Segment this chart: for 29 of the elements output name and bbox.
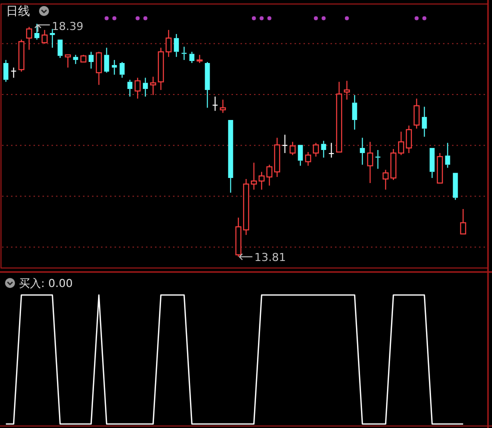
- candlestick: [189, 51, 194, 64]
- candlestick: [360, 137, 365, 166]
- candlestick: [50, 28, 55, 48]
- annotation: 18.39: [52, 20, 84, 33]
- candlestick: [120, 61, 125, 78]
- candlestick: [104, 47, 110, 74]
- candlestick: [367, 141, 374, 184]
- candlestick: [445, 142, 450, 168]
- candlestick: [352, 94, 358, 130]
- chart-title: 日线: [6, 4, 30, 18]
- candlestick: [321, 140, 326, 158]
- candlestick: [344, 80, 350, 100]
- candlestick: [204, 61, 210, 108]
- candlestick: [73, 54, 78, 65]
- candlestick: [182, 46, 187, 60]
- candlestick: [174, 34, 179, 58]
- candlestick: [34, 23, 40, 40]
- candlestick: [3, 59, 8, 82]
- candlestick: [127, 79, 132, 98]
- candlestick: [142, 77, 148, 98]
- candlestick: [11, 67, 16, 78]
- candlestick: [112, 59, 117, 76]
- chart-title: 买入: 0.00: [19, 277, 73, 290]
- annotation: 13.81: [254, 250, 286, 264]
- candlestick: [422, 106, 427, 138]
- candlestick: [88, 51, 94, 70]
- candlestick: [150, 76, 156, 96]
- candlestick: [212, 96, 218, 112]
- candlestick: [375, 149, 380, 170]
